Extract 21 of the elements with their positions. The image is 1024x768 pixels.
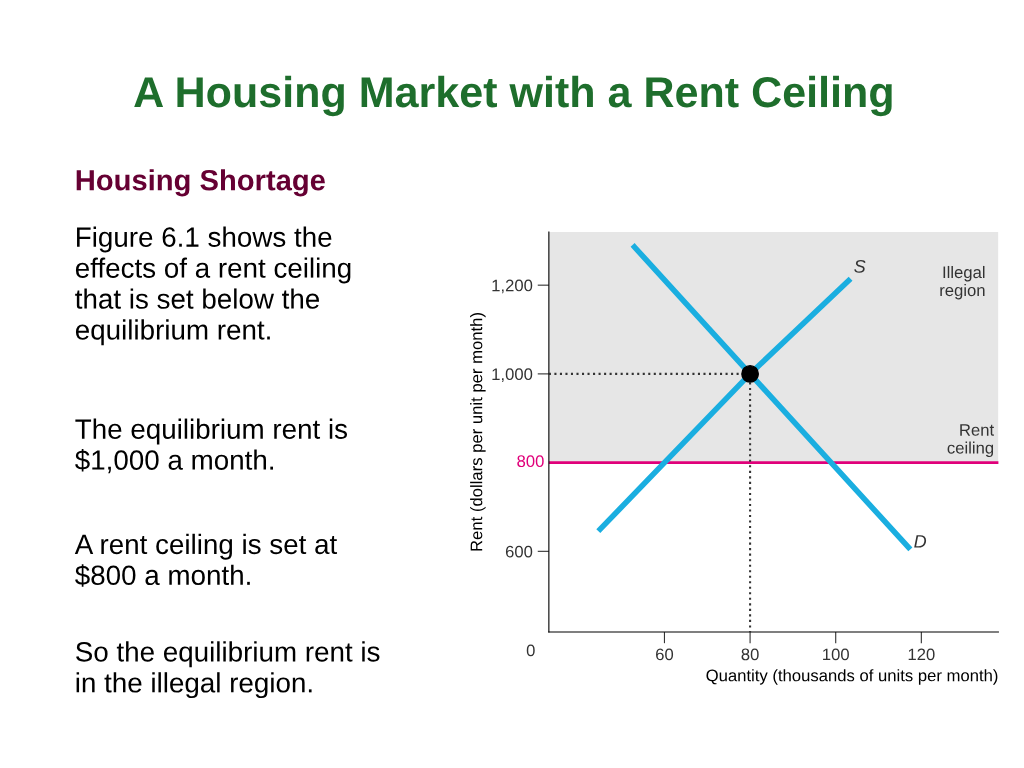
y-tick-label: 600: [505, 545, 533, 558]
annotation: Rent ceiling: [947, 424, 994, 458]
text: 0: [526, 644, 535, 657]
y-tick-label: 1,000: [492, 368, 533, 383]
ref-line-label: 800: [517, 455, 544, 468]
text: So the equilibrium rent is in the illegal region.: [76, 641, 380, 699]
band-label: Illegal region: [940, 265, 985, 300]
x-tick-label: 100: [823, 648, 849, 661]
y-axis-title: Rent (dollars per unit per month): [470, 313, 486, 551]
x-tick-label: 60: [656, 648, 674, 661]
caption: Figure 6.1 shows the effects of a rent ceiling that is set below the equilibrium rent.: [75, 226, 351, 346]
x-tick-label: 120: [908, 648, 935, 661]
text: A rent ceiling is set at $800 a month.: [74, 533, 338, 587]
x-tick-label: 80: [741, 648, 759, 661]
x-axis-title: Quantity (thousands of units per month): [706, 669, 998, 685]
series-label: D: [914, 535, 927, 548]
series-label: S: [854, 259, 866, 273]
chart-title: A Housing Market with a Rent Ceiling: [134, 75, 892, 117]
text: Housing Shortage: [76, 169, 325, 197]
y-tick-label: 1,200: [492, 279, 533, 294]
text: The equilibrium rent is $1,000 a month.: [75, 418, 348, 474]
